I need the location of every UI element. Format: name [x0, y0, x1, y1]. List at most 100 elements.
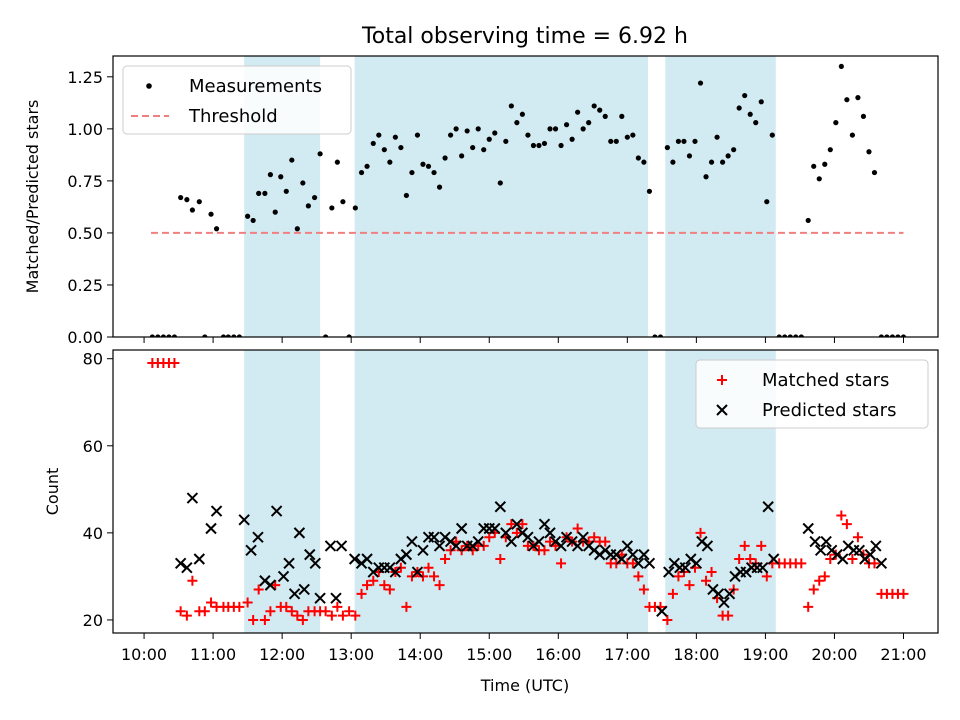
data-point	[283, 188, 289, 194]
data-point	[171, 334, 178, 337]
data-point	[470, 144, 476, 151]
data-point	[630, 132, 636, 138]
data-point	[202, 334, 208, 337]
data-point	[208, 211, 214, 217]
data-point	[320, 606, 331, 617]
data-point	[555, 540, 567, 552]
data-point	[450, 540, 462, 552]
data-point	[335, 540, 348, 552]
data-point	[522, 531, 534, 543]
data-point	[597, 107, 603, 113]
data-point	[764, 199, 770, 205]
data-point	[425, 163, 432, 169]
data-point	[608, 138, 614, 144]
data-point	[837, 553, 849, 565]
data-point	[297, 614, 308, 625]
data-point	[838, 63, 844, 70]
data-point	[506, 519, 517, 530]
data-point	[256, 190, 262, 196]
data-point	[181, 561, 193, 574]
data-point	[332, 601, 343, 612]
data-point	[664, 144, 670, 151]
data-point	[870, 540, 882, 552]
data-point	[782, 334, 788, 337]
data-point	[627, 548, 639, 561]
data-point	[384, 584, 395, 595]
data-point	[569, 136, 575, 142]
data-point	[286, 606, 297, 617]
data-point	[701, 575, 712, 586]
data-point	[822, 161, 828, 167]
data-point	[706, 567, 717, 578]
data-point	[317, 151, 323, 157]
data-point	[309, 557, 321, 570]
shaded-interval-1-1	[354, 350, 649, 633]
data-point	[723, 610, 734, 621]
data-point	[701, 540, 714, 552]
data-point	[270, 505, 283, 517]
data-point	[350, 610, 361, 621]
data-point	[635, 155, 641, 161]
data-point	[776, 334, 782, 337]
data-point	[714, 134, 720, 140]
data-point	[155, 334, 161, 337]
data-point	[387, 159, 393, 165]
data-point	[684, 580, 695, 591]
data-point	[267, 172, 274, 178]
data-point	[497, 180, 503, 186]
data-point	[769, 132, 775, 138]
data-point	[731, 147, 737, 153]
data-point	[681, 138, 687, 144]
legend-entry: Predicted stars	[762, 400, 896, 421]
data-point	[250, 217, 256, 224]
data-point	[657, 334, 664, 337]
data-point	[489, 522, 501, 535]
x-tick-label: 20:00	[811, 645, 857, 664]
data-point	[189, 207, 195, 213]
data-point	[767, 553, 780, 565]
data-point	[411, 566, 424, 578]
data-point	[225, 334, 231, 337]
legend-box	[695, 359, 929, 429]
data-point	[552, 126, 559, 132]
data-point	[149, 334, 155, 337]
y-tick-label: 0.75	[67, 172, 103, 191]
data-point	[556, 558, 567, 569]
data-point	[613, 138, 619, 144]
x-tick-label: 17:00	[604, 645, 650, 664]
data-point	[283, 557, 295, 570]
data-point	[802, 522, 814, 535]
data-point	[753, 120, 759, 126]
data-point	[517, 519, 528, 530]
data-point	[270, 580, 281, 591]
y-tick-label: 0.50	[67, 224, 103, 243]
data-point	[494, 501, 507, 513]
data-point	[294, 226, 300, 232]
data-point	[472, 535, 484, 548]
data-point	[847, 553, 858, 564]
data-point	[679, 561, 692, 574]
axes-frame-1	[112, 349, 939, 634]
data-point	[288, 588, 301, 600]
data-point	[330, 592, 342, 604]
data-point	[884, 334, 890, 337]
shaded-interval-0-2	[665, 56, 776, 337]
data-point	[453, 126, 459, 132]
shaded-interval-1-0	[244, 350, 321, 633]
data-point	[762, 501, 774, 513]
data-point	[686, 153, 693, 159]
data-point	[389, 566, 402, 578]
x-tick-label: 18:00	[673, 645, 719, 664]
x-tick-label: 16:00	[535, 645, 581, 664]
data-point	[348, 553, 361, 565]
data-point	[900, 334, 907, 337]
data-point	[860, 113, 867, 119]
plot-area-0	[149, 63, 907, 337]
data-point	[646, 188, 653, 194]
data-point	[253, 584, 264, 595]
data-point	[505, 535, 518, 548]
data-point	[787, 334, 793, 337]
shaded-interval-0-1	[354, 56, 649, 337]
data-point	[643, 557, 656, 570]
data-point	[580, 126, 586, 132]
